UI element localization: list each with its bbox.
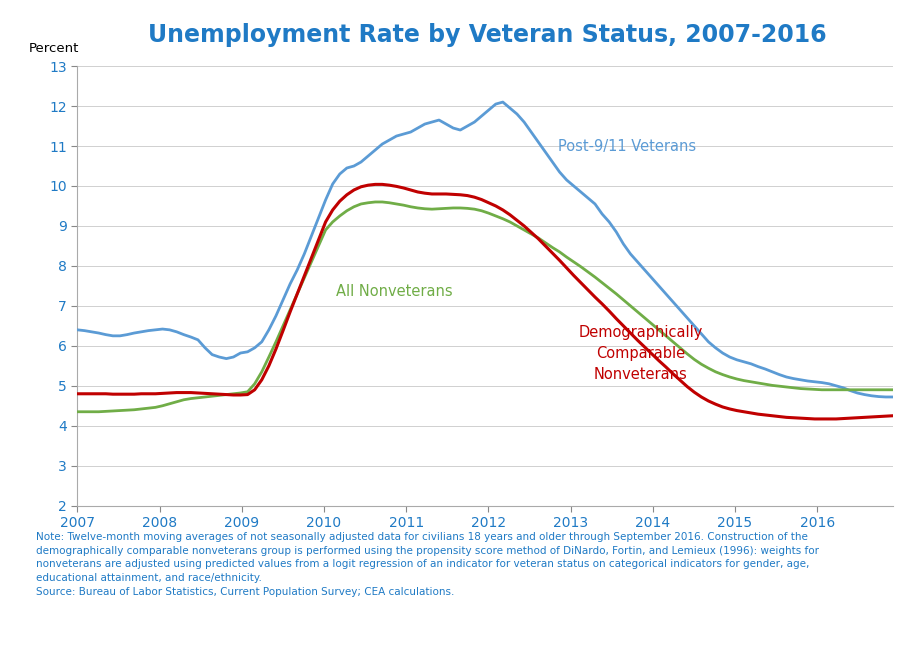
Text: Demographically
Comparable
Nonveterans: Demographically Comparable Nonveterans	[578, 325, 702, 382]
Text: Note: Twelve-month moving averages of not seasonally adjusted data for civilians: Note: Twelve-month moving averages of no…	[36, 532, 819, 596]
Text: Unemployment Rate by Veteran Status, 2007-2016: Unemployment Rate by Veteran Status, 200…	[148, 23, 826, 47]
Text: Post-9/11 Veterans: Post-9/11 Veterans	[558, 139, 696, 153]
Text: Percent: Percent	[28, 42, 79, 55]
Text: All Nonveterans: All Nonveterans	[336, 284, 453, 299]
